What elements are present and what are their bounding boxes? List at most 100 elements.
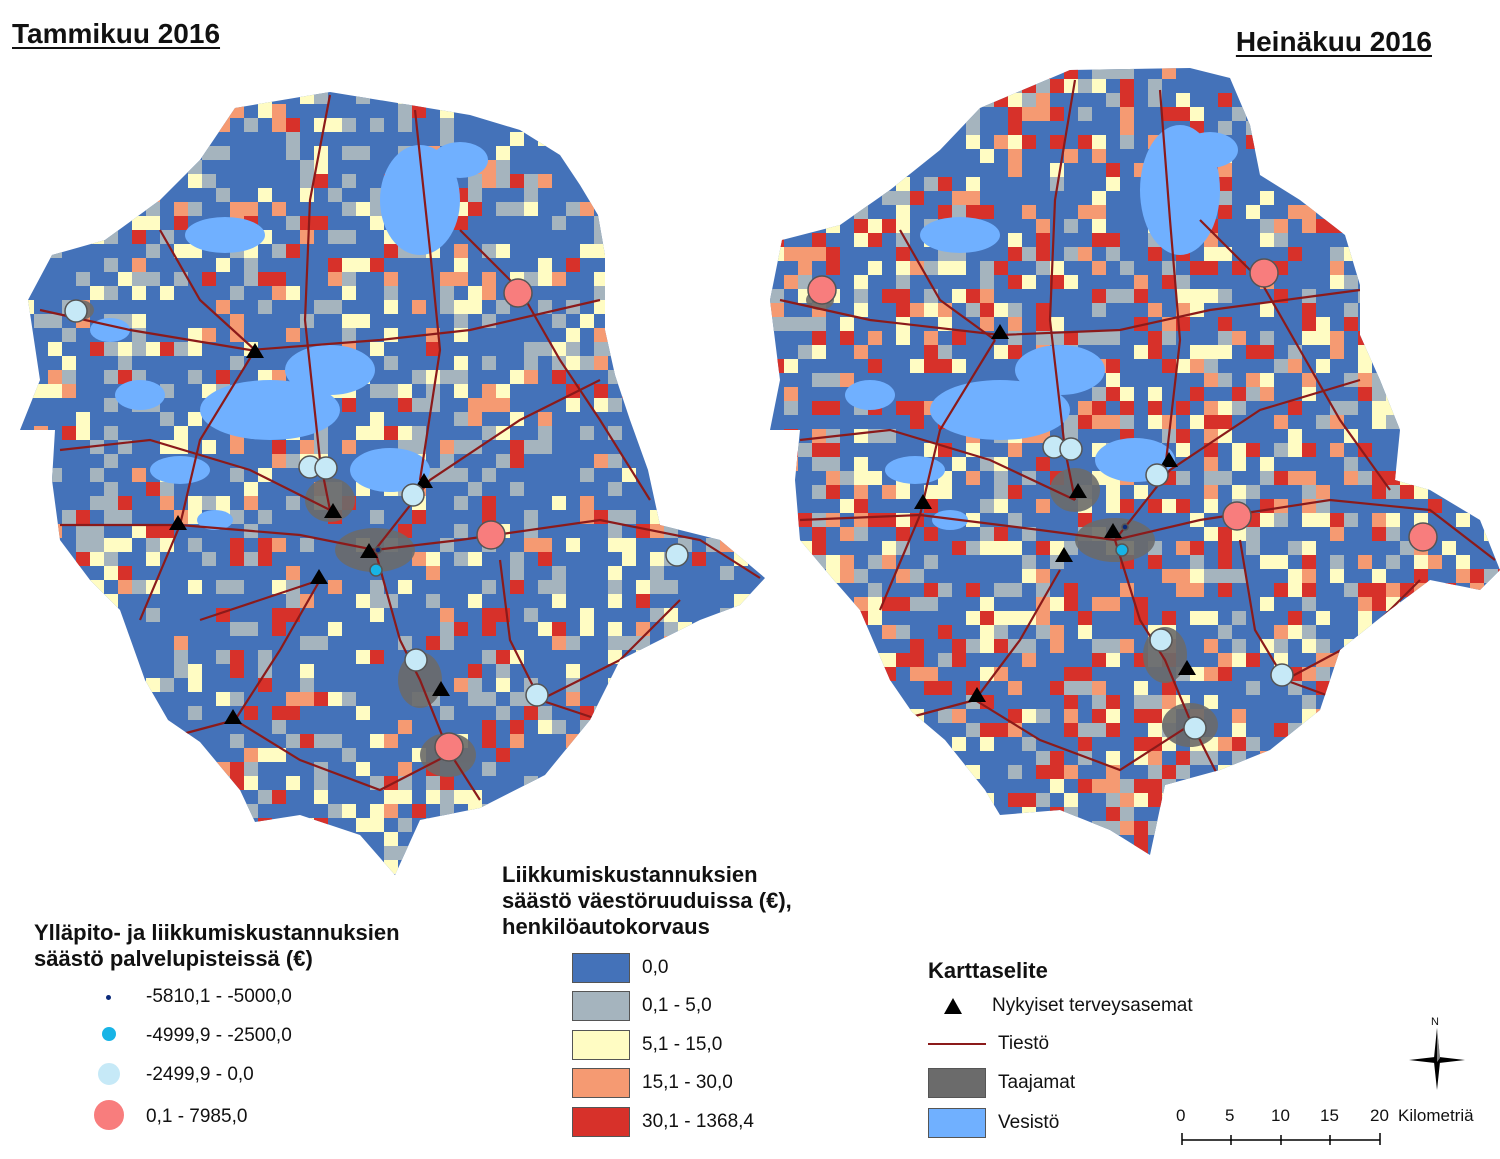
grid-cell xyxy=(1120,639,1134,653)
grid-cell xyxy=(1008,681,1022,695)
grid-cell xyxy=(244,272,258,286)
grid-cell xyxy=(370,650,384,664)
grid-cell xyxy=(784,359,798,373)
grid-cell xyxy=(980,303,994,317)
grid-cell xyxy=(132,258,146,272)
grid-cell xyxy=(1148,415,1162,429)
grid-cell xyxy=(952,653,966,667)
grid-cell xyxy=(454,468,468,482)
grid-legend-label: 0,0 xyxy=(642,957,669,978)
grid-cell xyxy=(1120,779,1134,793)
grid-cell xyxy=(538,412,552,426)
grid-cell xyxy=(440,776,454,790)
grid-cell xyxy=(1218,429,1232,443)
grid-cell xyxy=(1050,317,1064,331)
grid-cell xyxy=(1372,275,1386,289)
grid-cell xyxy=(286,146,300,160)
grid-cell xyxy=(1372,653,1386,667)
grid-cell xyxy=(706,426,720,440)
grid-cell xyxy=(734,594,748,608)
swatch-icon xyxy=(928,1108,986,1138)
grid-cell xyxy=(1288,765,1302,779)
grid-cell xyxy=(48,104,62,118)
grid-cell xyxy=(770,247,784,261)
grid-cell xyxy=(188,874,202,875)
grid-cell xyxy=(90,496,104,510)
grid-cell xyxy=(286,860,300,874)
grid-cell xyxy=(1470,401,1484,415)
north-arrow: N xyxy=(1406,1016,1468,1092)
service-point xyxy=(369,563,383,577)
grid-cell xyxy=(272,538,286,552)
grid-cell xyxy=(1428,877,1442,880)
grid-cell xyxy=(1344,695,1358,709)
grid-cell xyxy=(952,807,966,821)
grid-cell xyxy=(980,149,994,163)
grid-cell xyxy=(1162,695,1176,709)
grid-cell xyxy=(1106,289,1120,303)
grid-cell xyxy=(1442,723,1456,737)
grid-cell xyxy=(454,384,468,398)
grid-cell xyxy=(1260,387,1274,401)
grid-cell xyxy=(650,608,664,622)
grid-cell xyxy=(538,272,552,286)
grid-cell xyxy=(342,174,356,188)
grid-cell xyxy=(1470,583,1484,597)
grid-cell xyxy=(132,720,146,734)
grid-cell xyxy=(440,370,454,384)
grid-cell xyxy=(826,247,840,261)
grid-cell xyxy=(1372,331,1386,345)
grid-cell xyxy=(1400,317,1414,331)
grid-legend-item: 5,1 - 15,0 xyxy=(572,1030,722,1060)
grid-cell xyxy=(286,608,300,622)
grid-cell xyxy=(1288,149,1302,163)
grid-cell xyxy=(342,440,356,454)
grid-cell xyxy=(1442,163,1456,177)
grid-cell xyxy=(1400,233,1414,247)
grid-cell xyxy=(202,174,216,188)
grid-cell xyxy=(1484,68,1498,79)
grid-cell xyxy=(216,762,230,776)
grid-cell xyxy=(482,174,496,188)
grid-cell xyxy=(1344,401,1358,415)
grid-cell xyxy=(1302,667,1316,681)
grid-cell xyxy=(1078,779,1092,793)
grid-cell xyxy=(468,664,482,678)
grid-cell xyxy=(146,552,160,566)
grid-cell xyxy=(608,594,622,608)
grid-cell xyxy=(896,191,910,205)
grid-legend-label: 5,1 - 15,0 xyxy=(642,1034,723,1055)
grid-cell xyxy=(370,608,384,622)
grid-cell xyxy=(1106,639,1120,653)
grid-cell xyxy=(1008,79,1022,93)
grid-cell xyxy=(1036,709,1050,723)
grid-cell xyxy=(20,720,34,734)
grid-cell xyxy=(1064,793,1078,807)
grid-cell xyxy=(272,748,286,762)
grid-cell xyxy=(48,748,62,762)
grid-cell xyxy=(272,622,286,636)
grid-cell xyxy=(1008,793,1022,807)
grid-cell xyxy=(482,650,496,664)
grid-cell xyxy=(258,188,272,202)
grid-cell xyxy=(1120,121,1134,135)
grid-cell xyxy=(1302,205,1316,219)
grid-cell xyxy=(1442,107,1456,121)
grid-cell xyxy=(118,762,132,776)
grid-cell xyxy=(854,219,868,233)
grid-cell xyxy=(966,68,980,79)
grid-cell xyxy=(1372,79,1386,93)
grid-cell xyxy=(1484,303,1498,317)
grid-cell xyxy=(938,177,952,191)
grid-cell xyxy=(524,174,538,188)
grid-cell xyxy=(398,384,412,398)
grid-cell xyxy=(1106,68,1120,79)
grid-cell xyxy=(370,594,384,608)
grid-cell xyxy=(188,202,202,216)
grid-cell xyxy=(840,723,854,737)
service-point xyxy=(401,483,425,507)
grid-cell xyxy=(1162,499,1176,513)
grid-cell xyxy=(510,580,524,594)
scale-unit-label: Kilometriä xyxy=(1398,1106,1474,1125)
grid-cell xyxy=(784,275,798,289)
